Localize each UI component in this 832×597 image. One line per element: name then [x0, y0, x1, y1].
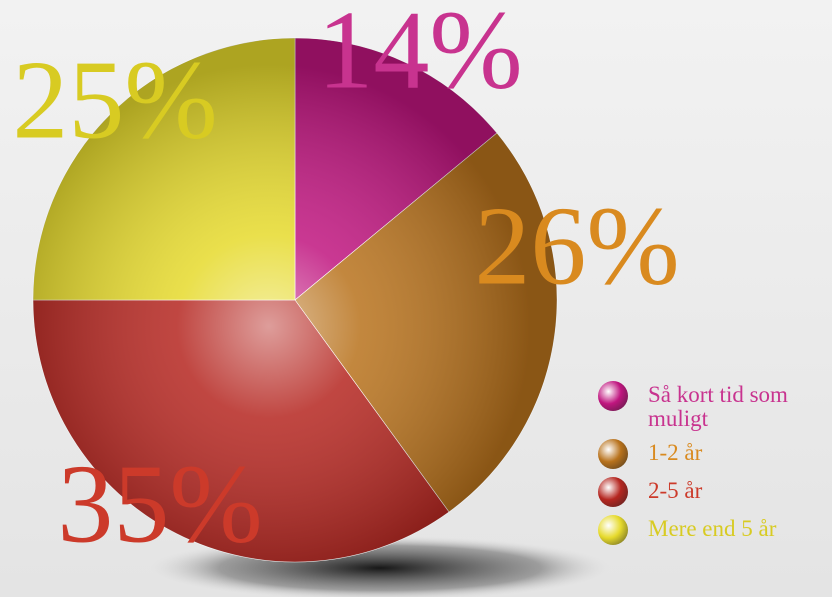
data-label: 14% — [317, 0, 522, 113]
legend-label: 1-2 år — [648, 440, 703, 465]
legend-swatch — [598, 381, 628, 411]
data-label: 26% — [474, 185, 679, 309]
legend: Så kort tid som muligt 1-2 år 2-5 år Mere e… — [598, 381, 830, 555]
legend-item: 2-5 år — [598, 477, 830, 507]
legend-swatch — [598, 439, 628, 469]
legend-label: Så kort tid som muligt — [648, 382, 788, 431]
data-label: 25% — [12, 39, 217, 163]
legend-item: Mere end 5 år — [598, 515, 830, 545]
legend-label: Mere end 5 år — [648, 516, 777, 541]
legend-item: 1-2 år — [598, 439, 830, 469]
legend-label: 2-5 år — [648, 478, 703, 503]
legend-swatch — [598, 477, 628, 507]
legend-item: Så kort tid som muligt — [598, 381, 830, 431]
data-label: 35% — [57, 443, 262, 567]
legend-swatch — [598, 515, 628, 545]
